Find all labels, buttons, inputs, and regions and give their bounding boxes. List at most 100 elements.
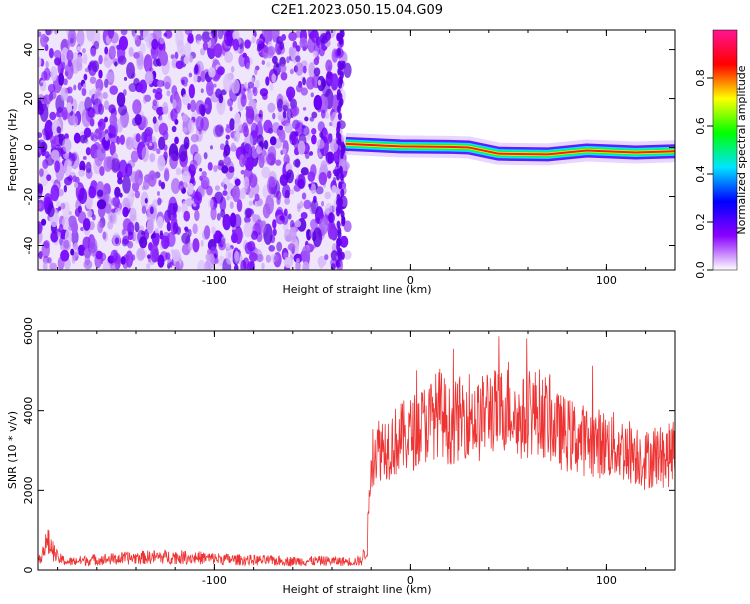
snr-series-line bbox=[38, 336, 675, 568]
colorbar-tick-label: 0.0 bbox=[694, 261, 707, 279]
noise-blob bbox=[152, 58, 160, 67]
noise-blob bbox=[276, 195, 281, 205]
noise-blob bbox=[76, 30, 85, 47]
noise-blob bbox=[73, 84, 77, 91]
noise-blob bbox=[248, 173, 258, 188]
noise-blob bbox=[310, 183, 317, 195]
noise-blob bbox=[114, 237, 120, 245]
noise-blob bbox=[300, 87, 308, 96]
noise-blob bbox=[109, 141, 116, 156]
noise-blob bbox=[282, 184, 291, 199]
noise-blob bbox=[110, 249, 118, 263]
noise-blob bbox=[272, 55, 278, 65]
noise-blob bbox=[40, 33, 48, 48]
noise-blob bbox=[289, 189, 295, 195]
noise-blob bbox=[118, 35, 129, 51]
noise-blob bbox=[38, 94, 45, 101]
noise-blob bbox=[109, 114, 118, 126]
noise-blob bbox=[141, 230, 146, 236]
noise-blob bbox=[73, 182, 79, 189]
noise-blob bbox=[337, 230, 342, 239]
noise-blob bbox=[232, 184, 240, 203]
noise-blob bbox=[122, 175, 131, 194]
noise-blob bbox=[231, 79, 240, 94]
noise-blob bbox=[263, 44, 269, 54]
noise-blob bbox=[181, 79, 185, 86]
noise-blob bbox=[340, 146, 345, 155]
noise-blob bbox=[179, 48, 186, 57]
noise-blob bbox=[38, 183, 44, 194]
noise-blob bbox=[125, 163, 133, 177]
noise-blob bbox=[169, 261, 173, 268]
noise-blob bbox=[297, 140, 306, 155]
noise-blob bbox=[181, 114, 189, 123]
noise-blob bbox=[203, 225, 211, 240]
noise-blob bbox=[157, 154, 166, 172]
noise-blob bbox=[149, 153, 156, 163]
noise-blob bbox=[96, 199, 107, 210]
noise-blob bbox=[292, 47, 297, 56]
noise-blob bbox=[49, 111, 57, 121]
noise-blob bbox=[187, 32, 194, 44]
noise-blob bbox=[287, 90, 293, 102]
noise-blob bbox=[129, 207, 137, 222]
noise-blob bbox=[151, 38, 159, 50]
noise-blob bbox=[247, 89, 253, 101]
snr-x-ticks: -100 0 100 bbox=[57, 331, 647, 587]
noise-blob bbox=[287, 213, 292, 220]
noise-blob bbox=[335, 259, 340, 268]
noise-blob bbox=[268, 245, 276, 252]
noise-blob bbox=[38, 202, 42, 209]
noise-blob bbox=[240, 187, 246, 200]
noise-blob bbox=[185, 198, 193, 207]
noise-blob bbox=[98, 54, 103, 65]
noise-blob bbox=[201, 171, 207, 178]
noise-blob bbox=[89, 76, 97, 84]
noise-blob bbox=[165, 252, 171, 260]
noise-blob bbox=[331, 185, 337, 194]
y-tick-label: 40 bbox=[22, 43, 35, 57]
noise-blob bbox=[84, 67, 90, 73]
noise-blob bbox=[338, 197, 343, 206]
noise-blob bbox=[50, 184, 60, 202]
noise-blob bbox=[163, 32, 168, 37]
noise-blob bbox=[213, 43, 223, 58]
noise-blob bbox=[290, 105, 300, 117]
noise-blob bbox=[99, 165, 105, 177]
noise-blob bbox=[134, 190, 141, 199]
noise-blob bbox=[71, 220, 79, 234]
noise-blob bbox=[284, 197, 291, 205]
noise-blob bbox=[50, 66, 58, 82]
noise-blob bbox=[242, 157, 248, 166]
noise-blob bbox=[168, 196, 178, 216]
noise-blob bbox=[136, 56, 145, 70]
noise-blob bbox=[341, 218, 346, 227]
noise-blob bbox=[193, 191, 203, 205]
noise-blob bbox=[339, 235, 349, 248]
noise-blob bbox=[275, 40, 283, 56]
noise-blob bbox=[136, 247, 146, 261]
noise-blob bbox=[78, 169, 85, 177]
noise-blob bbox=[263, 119, 273, 134]
noise-blob bbox=[194, 64, 199, 74]
noise-blob bbox=[162, 105, 169, 115]
noise-blob bbox=[156, 216, 164, 229]
colorbar: 0.0 0.2 0.4 0.6 0.8 Normalized spectral ampl… bbox=[694, 29, 748, 279]
noise-blob bbox=[160, 181, 166, 190]
noise-blob bbox=[336, 220, 341, 229]
noise-blob bbox=[125, 136, 134, 150]
noise-blob bbox=[84, 96, 92, 112]
noise-blob bbox=[87, 210, 93, 218]
noise-blob bbox=[244, 157, 255, 171]
noise-blob bbox=[248, 191, 254, 199]
noise-blob bbox=[114, 207, 122, 216]
noise-blob bbox=[199, 47, 206, 56]
noise-blob bbox=[329, 139, 339, 153]
noise-blob bbox=[243, 221, 253, 238]
noise-blob bbox=[144, 94, 151, 103]
noise-blob bbox=[285, 156, 290, 164]
noise-blob bbox=[216, 212, 221, 221]
noise-blob bbox=[170, 54, 175, 60]
noise-blob bbox=[182, 170, 191, 183]
